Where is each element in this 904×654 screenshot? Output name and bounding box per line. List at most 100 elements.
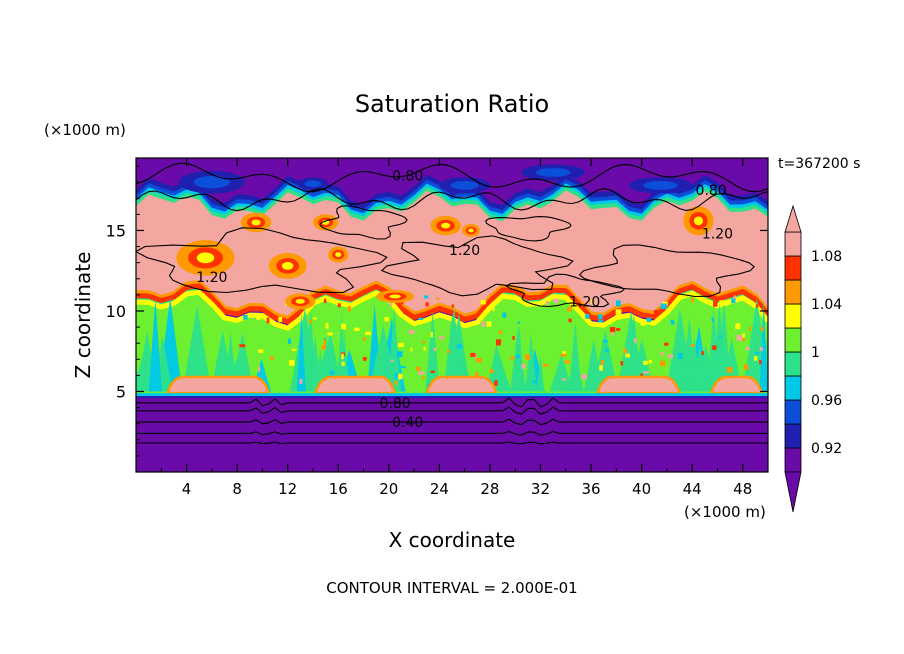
- speckle: [725, 299, 730, 302]
- speckle: [325, 323, 329, 329]
- speckle: [625, 353, 631, 358]
- cloud-base-pool-1: [313, 375, 397, 395]
- speckle: [354, 327, 360, 331]
- speckle: [719, 335, 722, 339]
- colorbar-segment-4: [784, 351, 802, 377]
- speckle: [430, 370, 435, 374]
- speckle: [646, 317, 652, 323]
- speckle: [677, 353, 683, 359]
- speckle: [258, 349, 264, 353]
- saturation-field: [136, 158, 768, 472]
- speckle: [545, 301, 549, 306]
- contour-lower-3: [136, 430, 768, 436]
- speckle: [502, 312, 507, 318]
- speckle: [745, 347, 750, 351]
- plot-frame: [135, 157, 769, 473]
- speckle: [599, 365, 603, 371]
- speckle: [458, 296, 463, 302]
- speckle: [470, 352, 476, 357]
- speckle: [759, 360, 762, 365]
- speckle: [433, 347, 437, 351]
- colorbar-segment-9: [784, 231, 802, 257]
- speckle: [418, 317, 424, 320]
- cloud-base-pool-2: [425, 375, 498, 395]
- speckle: [667, 354, 674, 359]
- speckle: [564, 360, 571, 364]
- colorbar-segment-0: [784, 447, 802, 473]
- speckle: [560, 353, 567, 357]
- speckle: [660, 303, 667, 310]
- speckle: [269, 356, 274, 360]
- speckle: [605, 349, 610, 352]
- speckle: [239, 344, 246, 348]
- speckle: [510, 356, 515, 360]
- speckle: [602, 339, 608, 343]
- speckle: [256, 316, 262, 320]
- speckle: [400, 366, 406, 369]
- speckle: [492, 307, 495, 312]
- colorbar-segment-5: [784, 327, 802, 353]
- colorbar-label-4: 1.08: [811, 249, 842, 265]
- contour-lower-1: [136, 406, 768, 415]
- speckle: [309, 319, 312, 324]
- speckle: [491, 380, 495, 383]
- speckle: [481, 321, 486, 328]
- cloud-top-fringe-1: [136, 283, 768, 325]
- x-tick-label-0: 4: [182, 480, 192, 498]
- colorbar-label-1: 0.96: [811, 393, 842, 409]
- updraft-plume: [684, 346, 695, 392]
- speckle: [489, 369, 494, 374]
- cloud-base-pool-0: [165, 375, 271, 395]
- speckle: [515, 355, 520, 359]
- speckle: [634, 338, 637, 344]
- contour-lower-2: [136, 418, 768, 426]
- contour-120-b: [380, 235, 574, 297]
- speckle: [394, 373, 399, 380]
- speckle: [585, 313, 590, 319]
- speckle: [660, 352, 664, 356]
- speckle: [664, 342, 669, 346]
- speckle: [754, 356, 758, 361]
- speckle: [362, 357, 367, 361]
- updraft-plume: [306, 311, 316, 392]
- contour-label-1: 0.80: [696, 183, 727, 199]
- speckle: [341, 353, 344, 360]
- speckle: [735, 323, 741, 330]
- speckle: [691, 297, 694, 303]
- speckle: [439, 336, 444, 340]
- speckle: [341, 361, 345, 366]
- x-tick-label-11: 48: [733, 480, 752, 498]
- speckle: [436, 297, 440, 301]
- contour-upper-band: [136, 188, 768, 212]
- updraft-plume: [486, 343, 507, 392]
- cloud-base-line: [136, 393, 768, 397]
- speckle: [451, 304, 454, 308]
- contour-label-2: 1.20: [449, 243, 480, 259]
- colorbar-label-3: 1.04: [811, 297, 842, 313]
- y-axis-label: Z coordinate: [71, 252, 95, 379]
- x-axis-ticks: 4 8 12 16 20 24 28 32 36 40 44 48: [160, 158, 752, 498]
- speckle: [553, 298, 559, 304]
- speckle: [598, 314, 603, 320]
- speckle: [347, 306, 352, 312]
- colorbar: 0.92 0.96 1 1.04 1.08: [784, 204, 842, 513]
- speckle: [266, 317, 270, 324]
- speckle: [760, 326, 764, 332]
- speckle: [416, 366, 421, 371]
- speckle: [337, 303, 341, 308]
- speckle: [389, 301, 393, 307]
- speckle: [701, 351, 704, 356]
- speckle: [733, 295, 736, 301]
- speckle: [321, 345, 327, 350]
- speckle: [421, 376, 425, 379]
- x-tick-label-2: 12: [278, 480, 297, 498]
- y-tick-label-2: 15: [106, 221, 126, 240]
- speckle: [743, 364, 749, 370]
- speckle: [456, 344, 463, 349]
- speckle: [532, 380, 536, 384]
- speckle: [581, 374, 588, 380]
- speckle: [409, 329, 415, 334]
- x-tick-label-1: 8: [232, 480, 242, 498]
- contour-interval-footer: CONTOUR INTERVAL = 2.000E-01: [326, 579, 577, 597]
- speckle: [731, 298, 736, 304]
